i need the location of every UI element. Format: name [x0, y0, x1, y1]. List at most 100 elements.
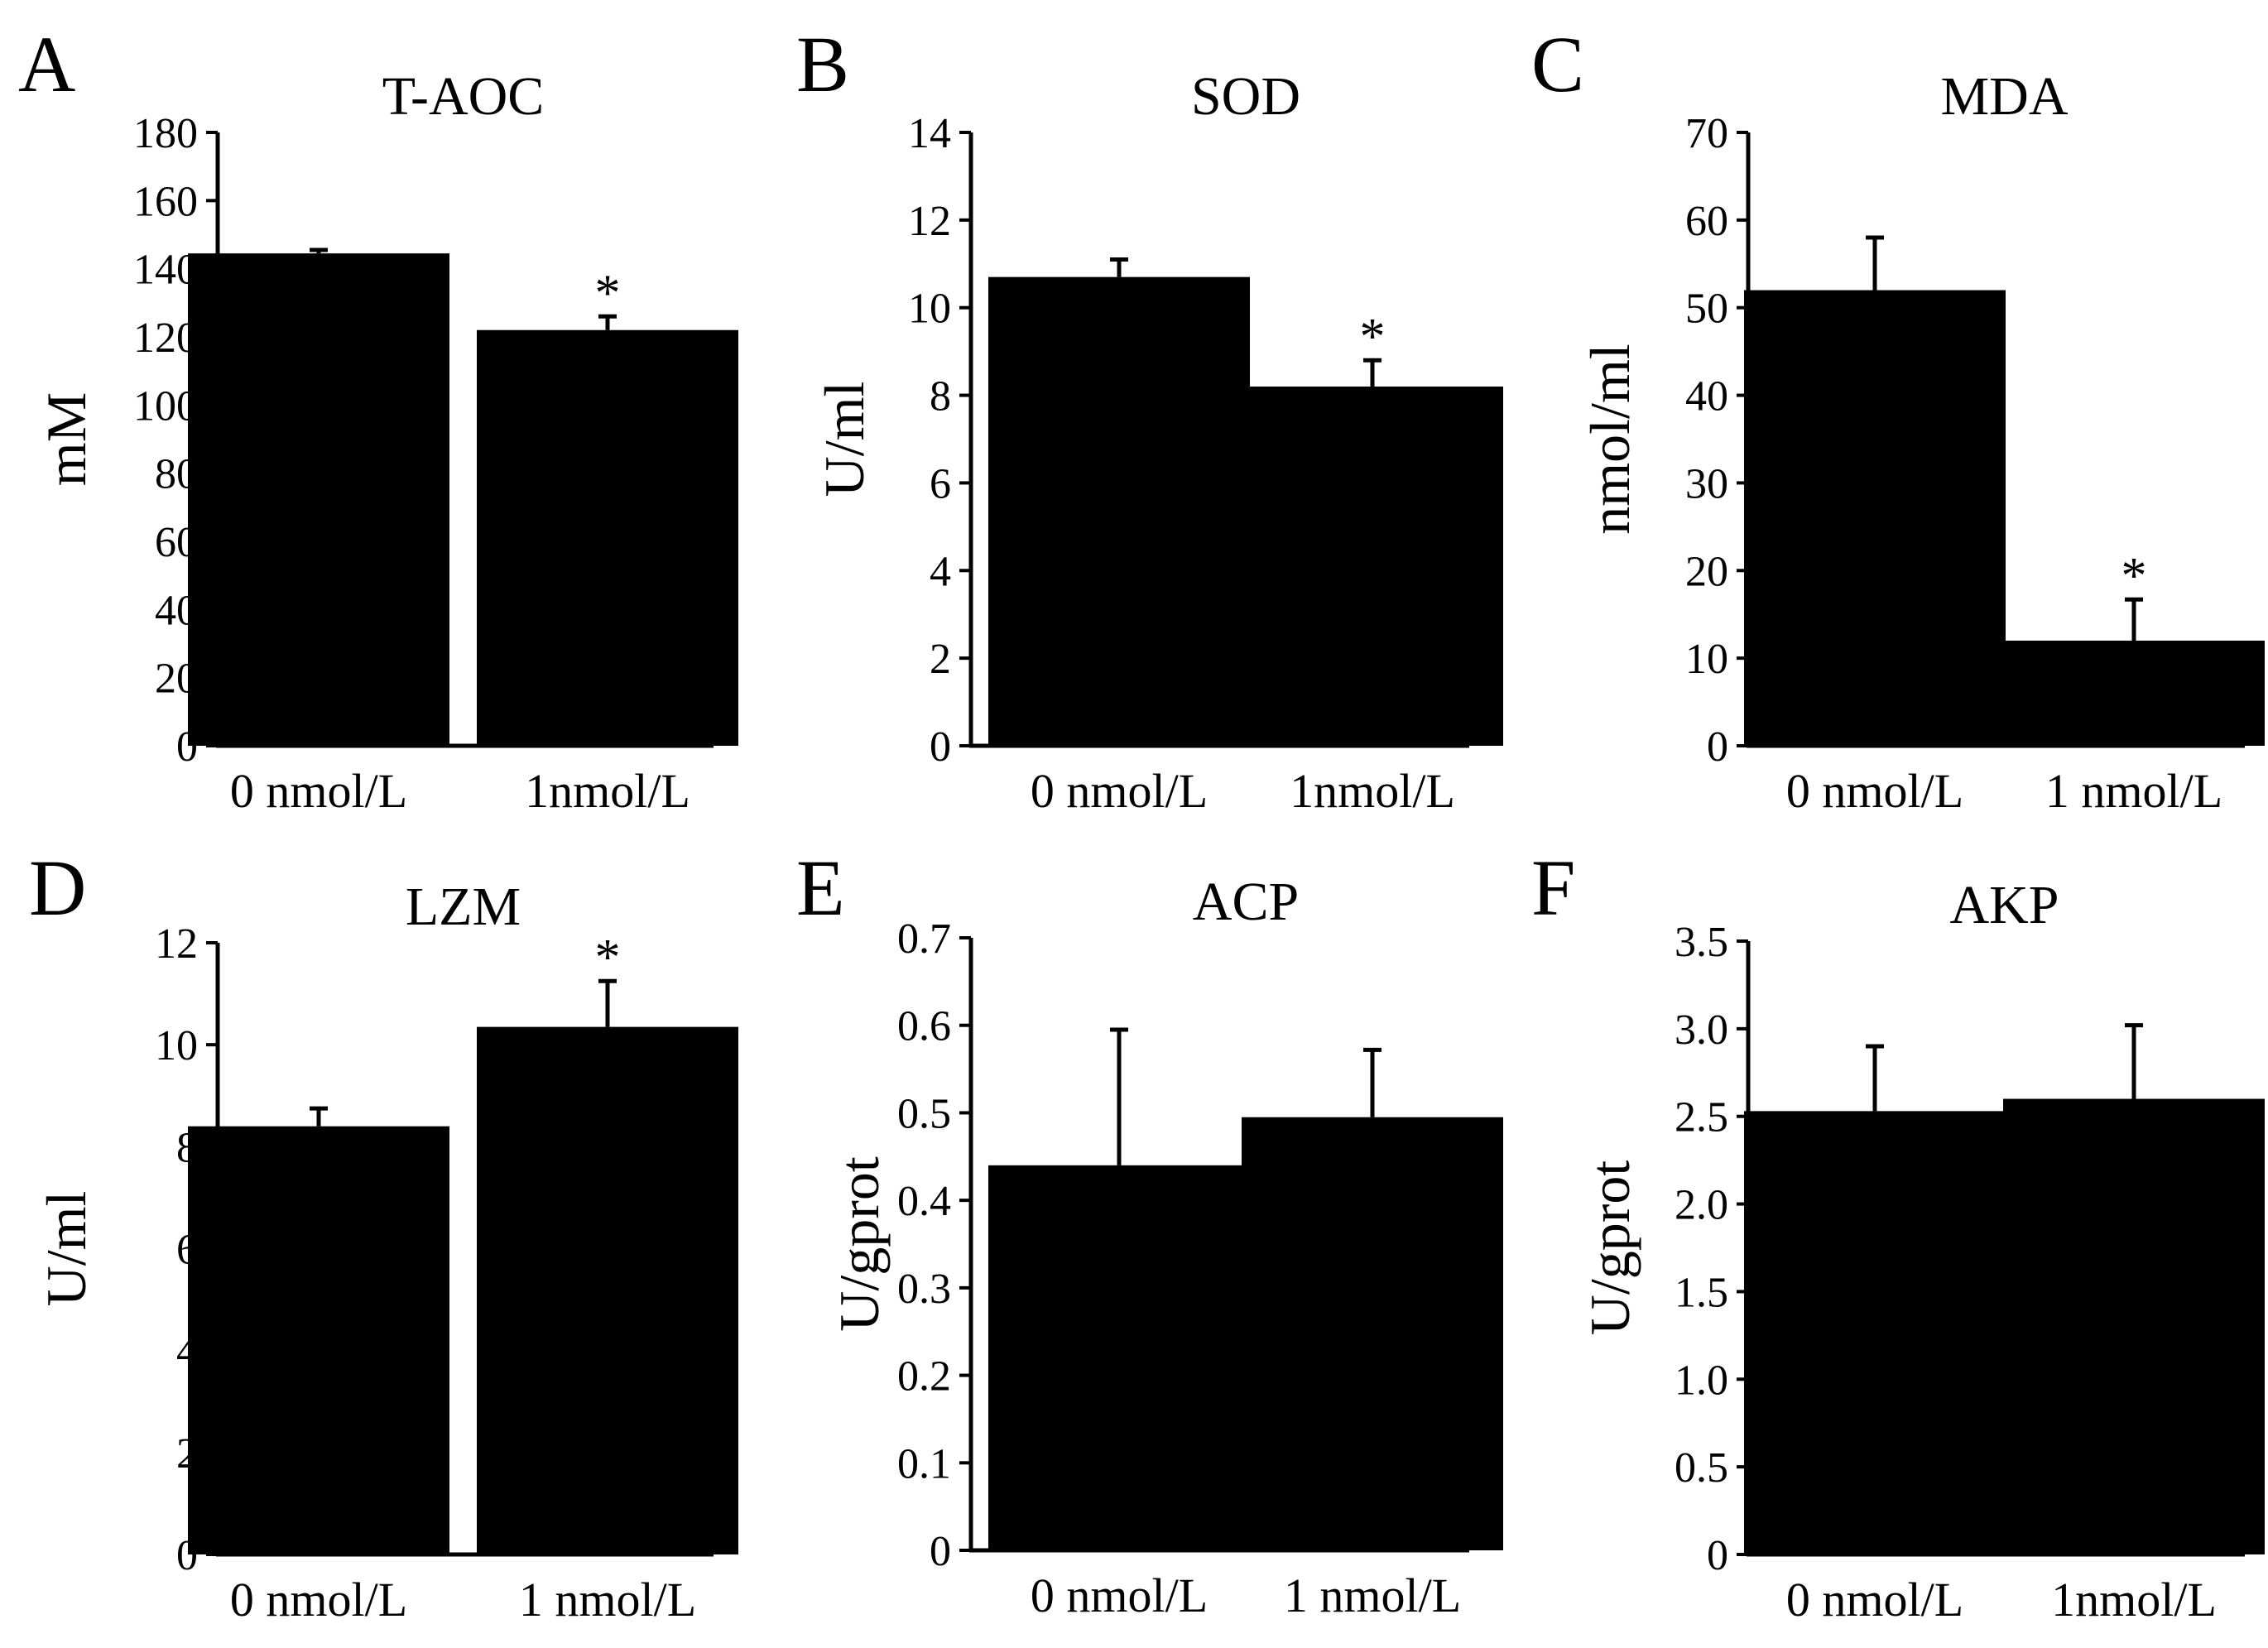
y-tick-label-e-5: 0.5 — [897, 1090, 951, 1137]
y-tick-label-b-2: 4 — [930, 548, 951, 595]
x-tick-label-b-2: 1nmol/L — [1290, 764, 1455, 818]
chart-title-f: AKP — [1949, 875, 2059, 935]
bar-a-2 — [477, 329, 738, 746]
chart-title-e: ACP — [1193, 872, 1299, 932]
bar-e-2 — [1242, 1117, 1503, 1550]
y-tick-label-b-6: 12 — [908, 198, 951, 245]
chart-title-b: SOD — [1191, 66, 1300, 127]
bar-d-2 — [477, 1026, 738, 1554]
x-tick-label-b-1: 0 nmol/L — [1031, 764, 1208, 818]
y-axis-label-c: nmol/ml — [1578, 344, 1641, 534]
panel-letter-a: A — [18, 20, 75, 108]
y-tick-label-d-1: 2 — [176, 1430, 198, 1477]
x-tick-label-c-2: 1 nmol/L — [2045, 764, 2222, 818]
x-tick-label-f-2: 1nmol/L — [2051, 1573, 2217, 1626]
bar-f-2 — [2003, 1098, 2265, 1554]
panel-letter-c: C — [1531, 20, 1584, 108]
x-tick-label-d-1: 0 nmol/L — [230, 1573, 407, 1626]
y-tick-label-f-4: 2.0 — [1675, 1182, 1728, 1229]
y-tick-label-a-9: 180 — [133, 110, 198, 157]
y-tick-label-f-6: 3.0 — [1675, 1007, 1728, 1054]
panel-letter-f: F — [1531, 843, 1575, 932]
y-axis-label-e: U/gprot — [828, 1156, 891, 1332]
y-tick-label-f-1: 0.5 — [1675, 1444, 1728, 1492]
y-axis-label-a: mM — [35, 392, 98, 486]
y-tick-label-e-4: 0.4 — [897, 1178, 951, 1225]
y-tick-label-f-3: 1.5 — [1675, 1269, 1728, 1316]
y-tick-label-f-2: 1.0 — [1675, 1357, 1728, 1404]
bar-a-1 — [188, 253, 449, 746]
y-tick-label-e-1: 0.1 — [897, 1440, 951, 1487]
y-tick-label-d-6: 12 — [155, 920, 198, 968]
bar-b-2 — [1242, 386, 1503, 746]
bar-f-1 — [1744, 1111, 2006, 1554]
significance-marker-d-2: * — [595, 930, 621, 986]
y-tick-label-b-1: 2 — [930, 636, 951, 683]
y-tick-label-c-6: 60 — [1685, 198, 1728, 245]
y-tick-label-a-2: 40 — [155, 587, 198, 634]
y-tick-label-f-7: 3.5 — [1675, 919, 1728, 966]
x-tick-label-a-2: 1nmol/L — [525, 764, 690, 818]
significance-marker-c-2: * — [2121, 548, 2147, 604]
bar-c-2 — [2003, 640, 2265, 746]
y-tick-label-e-7: 0.7 — [897, 915, 951, 963]
x-tick-label-c-1: 0 nmol/L — [1786, 764, 1963, 818]
chart-title-a: T-AOC — [382, 66, 545, 127]
y-tick-label-a-1: 20 — [155, 656, 198, 703]
chart-panel-f: F AKP U/gprot 0 nmol/L 1nmol/L 0 0.5 1.0 1.5 2.0 2… — [1531, 843, 2265, 1626]
y-tick-label-c-3: 30 — [1685, 460, 1728, 507]
x-tick-label-e-1: 0 nmol/L — [1031, 1569, 1208, 1622]
y-tick-label-b-4: 8 — [930, 373, 951, 420]
y-tick-label-c-7: 70 — [1685, 110, 1728, 157]
y-tick-label-e-6: 0.6 — [897, 1003, 951, 1050]
y-tick-label-d-4: 8 — [176, 1124, 198, 1171]
x-tick-label-e-2: 1 nmol/L — [1284, 1569, 1461, 1622]
y-tick-label-e-2: 0.2 — [897, 1353, 951, 1401]
chart-panel-a: A T-AOC mM 0 nmol/L * 1nmol/L 0 20 40 60 80 100 120 1… — [18, 20, 738, 818]
significance-marker-a-2: * — [595, 265, 621, 321]
y-tick-label-f-0: 0 — [1707, 1532, 1728, 1579]
chart-title-d: LZM — [406, 877, 521, 937]
y-tick-label-d-5: 10 — [155, 1022, 198, 1069]
y-tick-label-d-0: 0 — [176, 1532, 198, 1579]
y-tick-label-c-1: 10 — [1685, 636, 1728, 683]
y-tick-label-b-3: 6 — [930, 460, 951, 507]
x-tick-label-a-1: 0 nmol/L — [230, 764, 407, 818]
panel-letter-e: E — [796, 843, 845, 932]
y-axis-label-d: U/ml — [35, 1191, 98, 1307]
x-tick-label-d-2: 1 nmol/L — [519, 1573, 696, 1626]
panel-letter-b: B — [796, 20, 849, 108]
y-tick-label-a-3: 60 — [155, 519, 198, 566]
y-tick-label-a-5: 100 — [133, 382, 198, 430]
y-tick-label-b-7: 14 — [908, 110, 951, 157]
y-tick-label-c-0: 0 — [1707, 723, 1728, 771]
y-tick-label-a-7: 140 — [133, 247, 198, 294]
y-tick-label-f-5: 2.5 — [1675, 1094, 1728, 1141]
chart-panel-c: C MDA nmol/ml 0 nmol/L * 1 nmol/L 0 10 20 30 40 50 6… — [1531, 20, 2265, 818]
y-tick-label-b-0: 0 — [930, 723, 951, 771]
y-tick-label-a-4: 80 — [155, 451, 198, 498]
y-tick-label-a-6: 120 — [133, 315, 198, 362]
bar-e-1 — [988, 1165, 1250, 1550]
y-tick-label-c-2: 20 — [1685, 548, 1728, 595]
chart-panel-b: B SOD U/ml 0 nmol/L * 1nmol/L 0 2 4 6 8 10 12 14 — [796, 20, 1503, 818]
bar-c-1 — [1744, 290, 2006, 746]
y-tick-label-d-3: 6 — [176, 1227, 198, 1274]
y-tick-label-a-0: 0 — [176, 723, 198, 771]
y-tick-label-e-3: 0.3 — [897, 1266, 951, 1313]
y-axis-label-f: U/gprot — [1578, 1160, 1641, 1336]
bar-d-1 — [188, 1126, 449, 1554]
significance-marker-b-2: * — [1360, 309, 1386, 365]
chart-panel-d: D LZM U/ml 0 nmol/L * 1 nmol/L 0 2 4 6 8 10 12 — [29, 843, 738, 1626]
y-tick-label-b-5: 10 — [908, 286, 951, 333]
y-tick-label-c-5: 50 — [1685, 286, 1728, 333]
y-tick-label-a-8: 160 — [133, 178, 198, 225]
y-tick-label-c-4: 40 — [1685, 373, 1728, 420]
y-tick-label-e-0: 0 — [930, 1528, 951, 1575]
chart-title-c: MDA — [1940, 66, 2068, 127]
panel-letter-d: D — [29, 843, 86, 932]
y-axis-label-b: U/ml — [813, 382, 876, 497]
chart-panel-e: E ACP U/gprot 0 nmol/L 1 nmol/L 0 0.1 0.2 0.3 0.4… — [796, 843, 1503, 1622]
y-tick-label-d-2: 4 — [176, 1328, 198, 1376]
